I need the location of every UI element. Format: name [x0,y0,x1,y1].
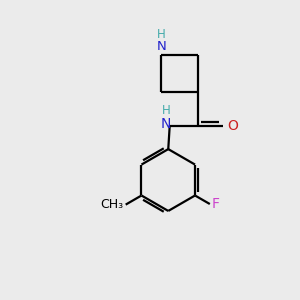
Text: CH₃: CH₃ [100,198,123,211]
Text: N: N [156,40,166,53]
Text: N: N [161,117,171,131]
Text: H: H [162,104,171,117]
Text: O: O [228,118,238,133]
Text: F: F [212,197,220,211]
Text: H: H [157,28,166,41]
